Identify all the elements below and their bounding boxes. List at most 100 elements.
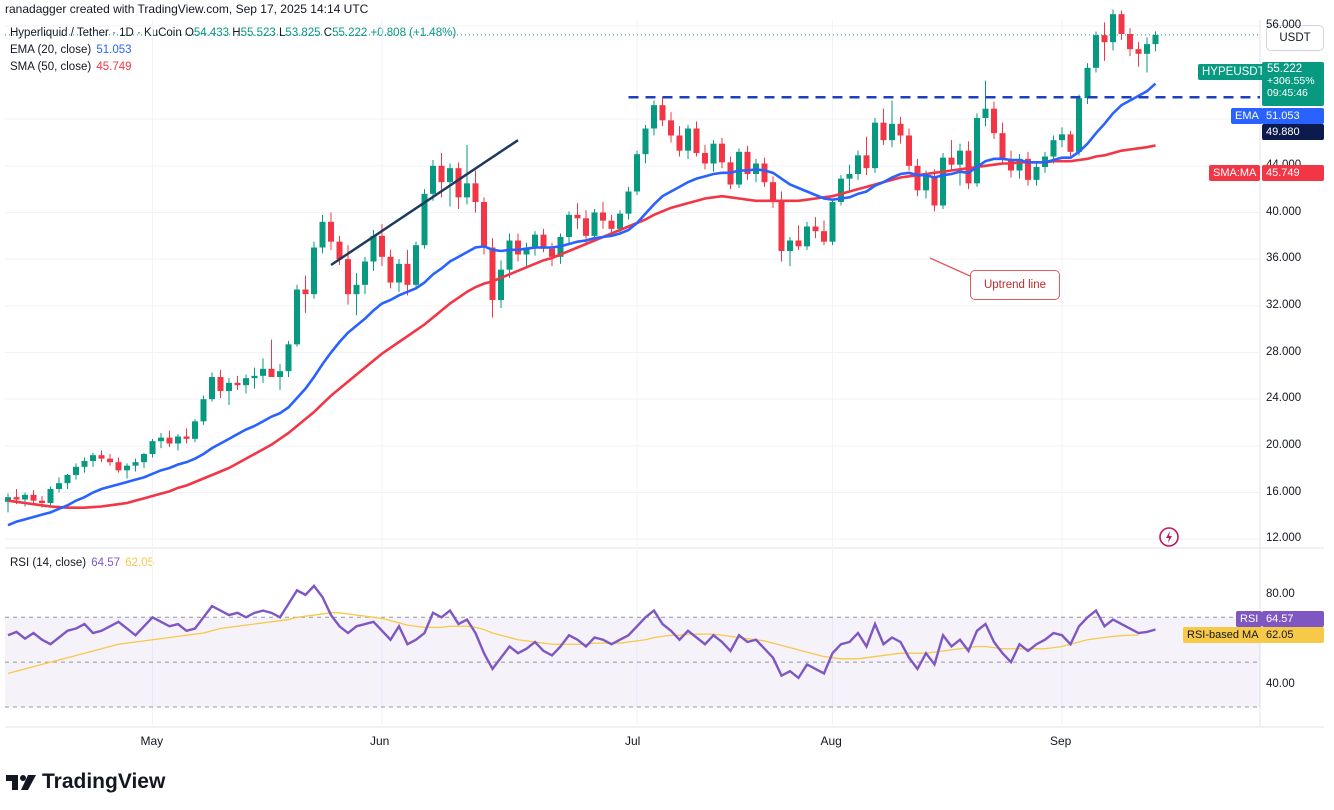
sma-legend-label: SMA (50, close) xyxy=(10,61,92,73)
candle-body xyxy=(268,368,275,377)
annotation-pointer xyxy=(929,257,971,277)
grid-lines xyxy=(5,20,1324,728)
candle-body xyxy=(1033,167,1040,180)
y-tick-label: 16.000 xyxy=(1266,485,1302,498)
x-tick-label: Jul xyxy=(625,734,641,748)
candle-body xyxy=(175,436,181,444)
candle-body xyxy=(64,475,71,484)
candle-body xyxy=(1084,67,1091,99)
candle-body xyxy=(73,466,79,475)
candle-body xyxy=(234,382,241,386)
header-attribution: ranadagger created with TradingView.com,… xyxy=(5,2,369,16)
currency-button[interactable]: USDT xyxy=(1266,25,1324,51)
candle-body xyxy=(506,240,513,270)
candle-body xyxy=(812,226,819,232)
candle-body xyxy=(30,494,37,501)
ema-legend: EMA (20, close) 51.053 xyxy=(10,44,132,56)
candle-body xyxy=(217,377,224,391)
rsi-legend-value: 64.57 xyxy=(91,557,121,569)
candle-body xyxy=(693,128,700,153)
low-label: L xyxy=(278,27,286,39)
low-value: 53.825 xyxy=(285,27,321,39)
candle-body xyxy=(447,168,453,183)
candle-body xyxy=(141,454,147,463)
candle-body xyxy=(659,105,666,121)
candle-body xyxy=(81,461,88,467)
candle-body xyxy=(625,191,632,214)
y-tick-label: 36.000 xyxy=(1266,252,1302,265)
candle-body xyxy=(1135,49,1142,54)
candle-body xyxy=(1059,134,1065,141)
high-value: 55.523 xyxy=(240,27,276,39)
candle-body xyxy=(404,263,411,285)
rsi-ma-line xyxy=(7,612,1139,675)
candle-body xyxy=(251,375,258,379)
candle-body xyxy=(226,382,232,391)
candle-body xyxy=(982,108,989,118)
price-tag-value: 55.222 xyxy=(1267,63,1303,75)
indicator-lines xyxy=(5,34,1260,527)
candle-body xyxy=(379,235,385,257)
candle-body xyxy=(1050,140,1057,157)
open-label: O xyxy=(184,27,194,39)
candle-body xyxy=(1144,44,1150,54)
sma-legend: SMA (50, close) 45.749 xyxy=(10,61,132,73)
candle-body xyxy=(591,212,598,236)
candle-body xyxy=(761,163,768,183)
high-label: H xyxy=(232,27,241,39)
rsi-ma-axis-label: RSI-based MA xyxy=(1183,627,1263,643)
price-tag-countdown: 09:45:46 xyxy=(1267,87,1308,99)
candle-body xyxy=(821,231,827,242)
lightning-icon[interactable] xyxy=(1158,526,1180,548)
candle-body xyxy=(880,122,887,141)
candle-body xyxy=(974,118,980,184)
rsi-ma-axis-value: 62.05 xyxy=(1262,627,1324,643)
candle-body xyxy=(1042,156,1048,167)
resistance-axis-value: 49.880 xyxy=(1262,124,1324,140)
symbol-title: Hyperliquid / Tether · 1D · KuCoin xyxy=(10,27,182,39)
candle-body xyxy=(634,154,640,192)
rsi-lines xyxy=(7,584,1156,680)
ohlc-legend: Hyperliquid / Tether · 1D · KuCoin O54.4… xyxy=(10,27,456,39)
candle-body xyxy=(285,344,292,372)
candle-body xyxy=(243,378,249,386)
tradingview-logo-icon xyxy=(6,775,36,790)
candle-body xyxy=(1101,35,1108,43)
close-label: C xyxy=(323,27,333,39)
candle-body xyxy=(158,437,164,442)
candle-body xyxy=(370,235,377,262)
candle-body xyxy=(999,133,1006,160)
candle-body xyxy=(319,221,326,248)
candle-body xyxy=(149,441,156,454)
ema-axis-value: 51.053 xyxy=(1262,108,1324,124)
rsi-axis-label: RSI xyxy=(1236,611,1263,627)
change-value: +0.808 (+1.48%) xyxy=(370,27,457,39)
candle-body xyxy=(923,176,929,191)
candle-body xyxy=(515,240,521,255)
candle-body xyxy=(260,368,266,376)
candle-body xyxy=(294,289,300,345)
candle-body xyxy=(464,183,470,198)
candle-body xyxy=(1118,14,1125,34)
candle-body xyxy=(549,248,555,257)
uptrend-line xyxy=(330,139,519,267)
candle-body xyxy=(22,494,28,500)
candle-body xyxy=(787,240,793,251)
candle-body xyxy=(702,153,708,164)
candle-body xyxy=(107,458,113,463)
rsi-line xyxy=(7,584,1156,680)
candle-body xyxy=(498,269,504,300)
candle-body xyxy=(336,241,343,260)
rsi-tick-label: 40.00 xyxy=(1266,677,1295,690)
candle-body xyxy=(311,247,317,295)
candle-body xyxy=(651,105,657,129)
candle-body xyxy=(200,399,207,422)
candle-body xyxy=(574,214,581,219)
candle-body xyxy=(736,151,742,185)
candle-body xyxy=(1076,98,1082,152)
rsi-background xyxy=(5,617,1260,708)
candle-body xyxy=(47,489,54,503)
rsi-legend-label: RSI (14, close) xyxy=(10,557,87,569)
y-tick-label: 40.000 xyxy=(1266,205,1302,218)
